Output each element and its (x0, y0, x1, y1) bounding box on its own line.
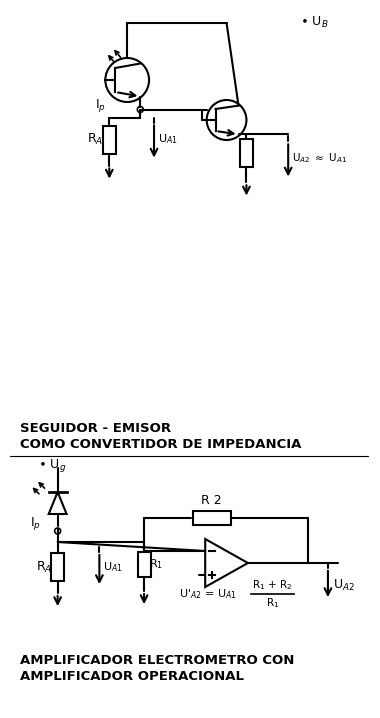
Text: I$_p$: I$_p$ (95, 97, 106, 114)
Text: R$_1$: R$_1$ (266, 596, 279, 610)
Text: R 2: R 2 (201, 495, 222, 508)
Bar (193, 511, 231, 525)
Text: U$_{A1}$: U$_{A1}$ (158, 133, 178, 146)
Text: U$_{A1}$: U$_{A1}$ (103, 560, 123, 574)
Bar (138, 551, 150, 577)
Text: U'$_{A2}$ = U$_{A1}$: U'$_{A2}$ = U$_{A1}$ (179, 587, 237, 601)
Text: R$_A$: R$_A$ (87, 132, 104, 147)
Text: R$_1$: R$_1$ (149, 557, 163, 571)
Text: R$_A$: R$_A$ (36, 559, 52, 574)
Text: I$_p$: I$_p$ (30, 516, 41, 533)
Text: $\bullet$ U$_g$: $\bullet$ U$_g$ (38, 457, 66, 475)
Text: U$_{A2}$ $\approx$ U$_{A1}$: U$_{A2}$ $\approx$ U$_{A1}$ (292, 151, 348, 165)
Text: COMO CONVERTIDOR DE IMPEDANCIA: COMO CONVERTIDOR DE IMPEDANCIA (20, 437, 301, 450)
Text: AMPLIFICADOR ELECTROMETRO CON: AMPLIFICADOR ELECTROMETRO CON (20, 655, 294, 668)
Text: AMPLIFICADOR OPERACIONAL: AMPLIFICADOR OPERACIONAL (20, 671, 244, 684)
Bar (51, 553, 64, 581)
Bar (240, 139, 253, 167)
Text: R$_1$ + R$_2$: R$_1$ + R$_2$ (252, 578, 293, 592)
Text: U$_{A2}$: U$_{A2}$ (333, 577, 355, 592)
Text: SEGUIDOR - EMISOR: SEGUIDOR - EMISOR (20, 421, 171, 434)
Text: $\bullet$ U$_B$: $\bullet$ U$_B$ (300, 14, 329, 29)
Bar (103, 126, 116, 154)
